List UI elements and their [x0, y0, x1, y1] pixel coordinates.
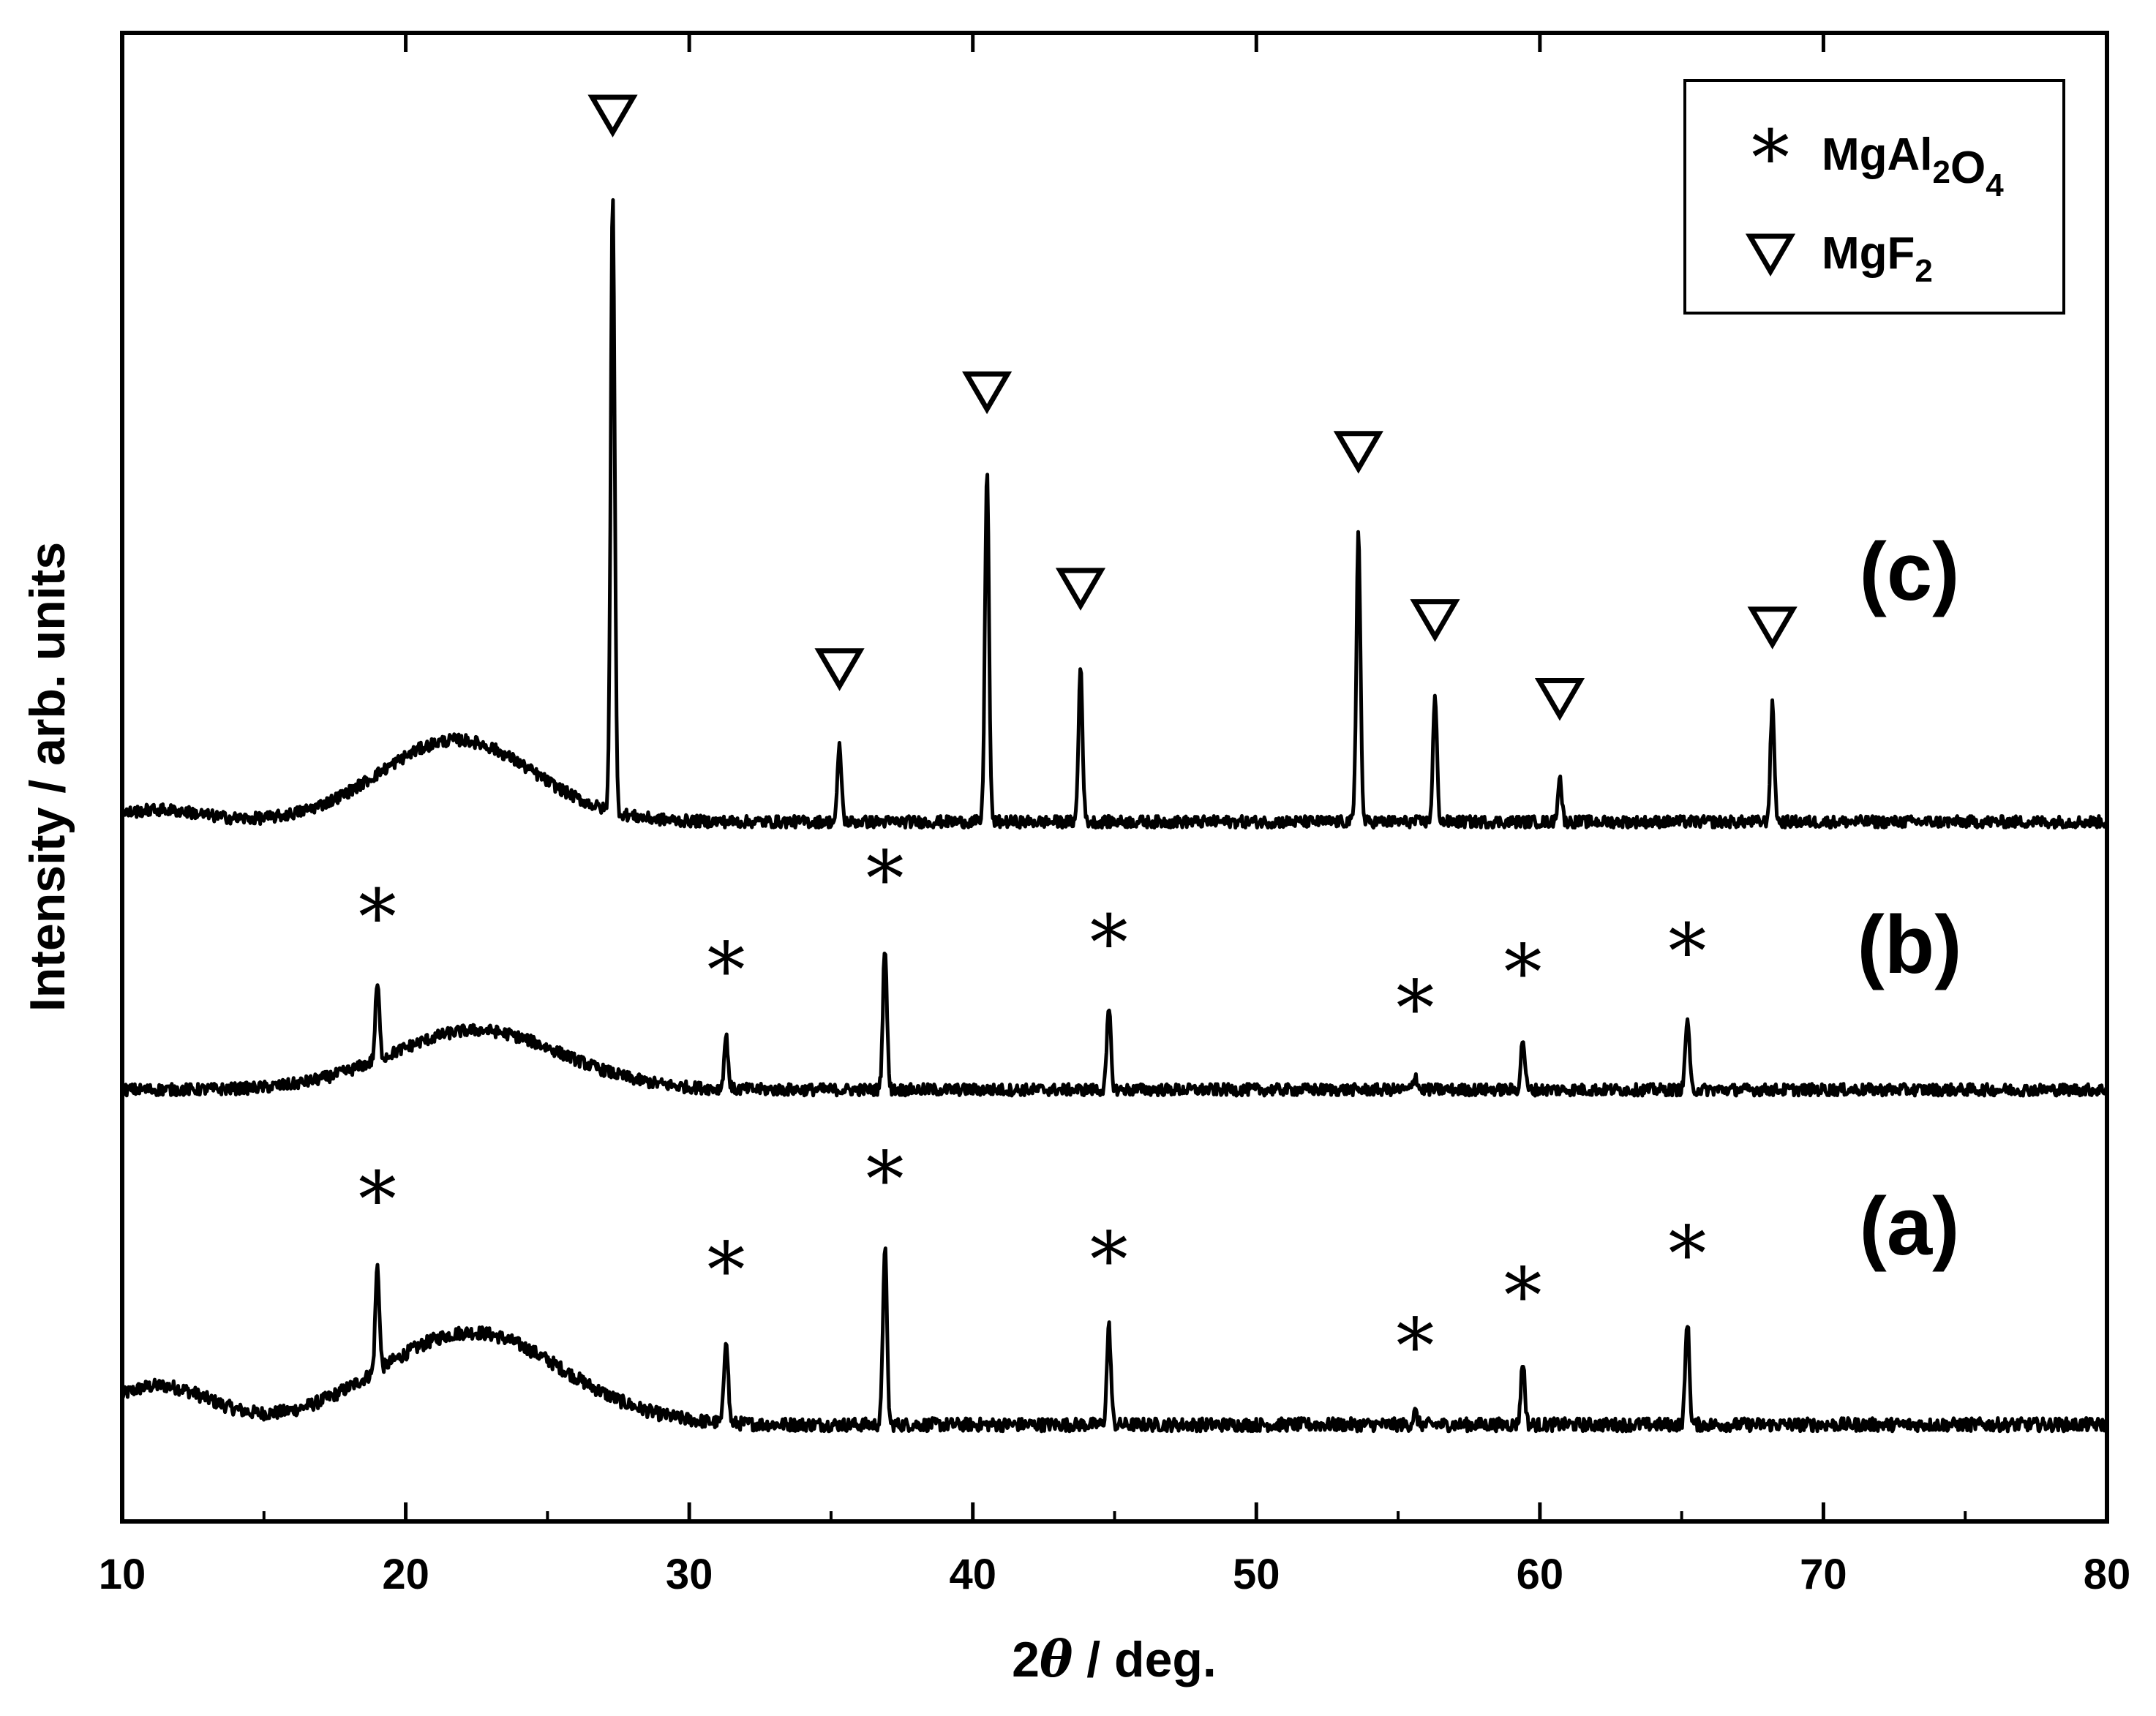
legend-box	[1683, 79, 2065, 315]
x-tick-label: 70	[1800, 1551, 1847, 1598]
series-label-2: (c)	[1860, 526, 1960, 617]
legend: * MgAl2O4 MgF2	[1683, 79, 2065, 315]
mgal2o4-peak-marker: *	[358, 1155, 397, 1244]
mgal2o4-peak-marker: *	[1396, 964, 1434, 1053]
mgf2-peak-marker	[814, 648, 865, 691]
x-tick-label: 60	[1517, 1551, 1564, 1598]
mgal2o4-peak-marker: *	[1504, 928, 1542, 1017]
mgal2o4-peak-marker: *	[707, 926, 745, 1015]
mgal2o4-peak-marker: *	[1668, 1209, 1706, 1298]
y-axis-title: Intensity / arb. units	[20, 542, 75, 1012]
x-axis-ticks: 10 20 30 40 50 60 70 80	[99, 33, 2131, 1598]
mgal2o4-peak-marker: *	[707, 1225, 745, 1314]
mgf2-peak-marker	[1534, 678, 1585, 721]
legend-label: MgAl2O4	[1822, 129, 2004, 203]
series-label-1: (b)	[1857, 899, 1961, 990]
mgal2o4-peak-marker: *	[1668, 907, 1706, 996]
mgf2-peak-marker	[1747, 606, 1798, 650]
peak-markers: * * * * * * * * * * * * * *	[358, 94, 1798, 1391]
x-tick-label: 40	[949, 1551, 996, 1598]
legend-label: MgF2	[1822, 228, 1933, 289]
mgal2o4-peak-marker: *	[358, 873, 397, 962]
x-tick-label: 20	[382, 1551, 429, 1598]
series-curve-0	[120, 1246, 2109, 1434]
series-label-0: (a)	[1860, 1181, 1960, 1272]
mgal2o4-peak-marker: *	[1090, 1215, 1128, 1304]
mgal2o4-peak-marker: *	[1504, 1251, 1542, 1340]
series-curve-2	[120, 197, 2109, 830]
mgal2o4-peak-marker: *	[1090, 898, 1128, 987]
series-labels: (a) (b) (c)	[1857, 526, 1961, 1272]
legend-asterisk-icon: *	[1751, 113, 1789, 203]
x-tick-label: 50	[1233, 1551, 1280, 1598]
mgf2-peak-marker	[587, 94, 638, 138]
mgal2o4-peak-marker: *	[866, 1135, 904, 1224]
mgal2o4-peak-marker: *	[1396, 1301, 1434, 1391]
mgf2-peak-marker	[961, 371, 1013, 415]
mgal2o4-peak-marker: *	[866, 834, 904, 923]
x-tick-label: 10	[99, 1551, 146, 1598]
mgf2-peak-marker	[1333, 431, 1383, 474]
series-curves	[120, 197, 2109, 1434]
legend-entry-mgal2o4: * MgAl2O4	[1751, 113, 2004, 203]
series-curve-1	[120, 952, 2109, 1098]
legend-entry-mgf2: MgF2	[1745, 228, 1933, 289]
x-axis-title: 2θ / deg.	[1012, 1630, 1217, 1689]
mgf2-peak-marker	[1055, 568, 1106, 611]
x-tick-label: 30	[666, 1551, 713, 1598]
legend-triangle-icon	[1745, 233, 1796, 276]
x-tick-label: 80	[2084, 1551, 2131, 1598]
mgf2-peak-marker	[1410, 599, 1460, 642]
